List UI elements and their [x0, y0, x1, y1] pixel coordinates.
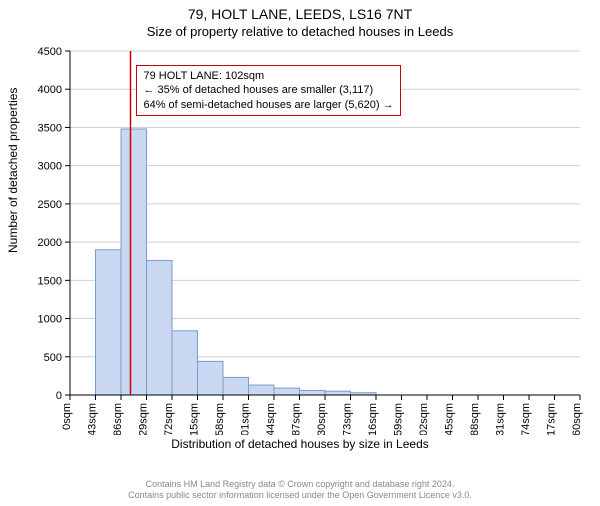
- svg-text:500: 500: [44, 352, 62, 364]
- histogram-bar: [198, 361, 224, 395]
- svg-text:2000: 2000: [38, 237, 62, 249]
- x-tick-label: 301sqm: [240, 403, 252, 435]
- annotation-box: 79 HOLT LANE: 102sqm ← 35% of detached h…: [136, 65, 400, 116]
- page-title: 79, HOLT LANE, LEEDS, LS16 7NT: [0, 6, 600, 22]
- svg-text:2500: 2500: [38, 199, 62, 211]
- x-tick-label: 860sqm: [571, 403, 583, 435]
- x-tick-label: 43sqm: [87, 403, 99, 435]
- histogram-bar: [325, 391, 351, 395]
- svg-text:3500: 3500: [38, 122, 62, 134]
- histogram-bar: [300, 390, 326, 395]
- x-axis-label: Distribution of detached houses by size …: [0, 437, 600, 451]
- histogram-bar: [274, 388, 300, 395]
- footer-line-2: Contains public sector information licen…: [0, 490, 600, 502]
- x-tick-label: 258sqm: [214, 403, 226, 435]
- svg-text:1500: 1500: [38, 275, 62, 287]
- annotation-line-3: 64% of semi-detached houses are larger (…: [143, 98, 393, 112]
- histogram-bar: [172, 331, 198, 395]
- svg-text:4500: 4500: [38, 46, 62, 58]
- page-subtitle: Size of property relative to detached ho…: [0, 24, 600, 39]
- x-tick-label: 688sqm: [469, 403, 481, 435]
- x-tick-label: 774sqm: [520, 403, 532, 435]
- histogram-bar: [249, 385, 275, 395]
- svg-text:1000: 1000: [38, 314, 62, 326]
- x-tick-label: 86sqm: [112, 403, 124, 435]
- histogram-bar: [147, 260, 173, 395]
- svg-text:3000: 3000: [38, 161, 62, 173]
- svg-text:4000: 4000: [38, 84, 62, 96]
- histogram-bar: [223, 377, 249, 395]
- x-tick-label: 731sqm: [495, 403, 507, 435]
- y-axis-label: Number of detached properties: [6, 88, 20, 253]
- x-tick-label: 387sqm: [291, 403, 303, 435]
- footer: Contains HM Land Registry data © Crown c…: [0, 479, 600, 502]
- footer-line-1: Contains HM Land Registry data © Crown c…: [0, 479, 600, 491]
- x-tick-label: 129sqm: [138, 403, 150, 435]
- chart-area: Number of detached properties 0 500 1000 15…: [0, 43, 600, 463]
- x-tick-label: 0sqm: [61, 403, 73, 430]
- annotation-line-1: 79 HOLT LANE: 102sqm: [143, 69, 393, 83]
- annotation-line-2: ← 35% of detached houses are smaller (3,…: [143, 83, 393, 97]
- x-tick-label: 817sqm: [546, 403, 558, 435]
- histogram-bar: [121, 129, 147, 395]
- x-tick-label: 172sqm: [163, 403, 175, 435]
- x-tick-label: 344sqm: [265, 403, 277, 435]
- x-tick-label: 430sqm: [316, 403, 328, 435]
- histogram-bar: [96, 250, 122, 395]
- svg-text:0: 0: [56, 390, 62, 402]
- x-tick-label: 559sqm: [393, 403, 405, 435]
- x-tick-label: 215sqm: [189, 403, 201, 435]
- x-tick-label: 645sqm: [444, 403, 456, 435]
- x-tick-label: 516sqm: [367, 403, 379, 435]
- x-tick-label: 602sqm: [418, 403, 430, 435]
- x-tick-label: 473sqm: [342, 403, 354, 435]
